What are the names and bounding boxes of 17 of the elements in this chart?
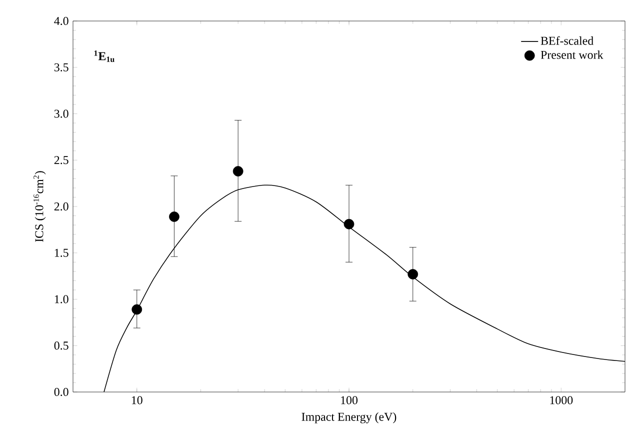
x-axis-title: Impact Energy (eV) <box>302 412 396 424</box>
x-tick-label: 10 <box>132 396 142 404</box>
legend-label: Present work <box>540 50 604 59</box>
y-tick-label: 2.0 <box>54 202 68 211</box>
y-tick-label: 0.0 <box>54 388 68 396</box>
y-tick-label: 3.0 <box>54 110 68 118</box>
y-tick-label: 1.5 <box>54 248 68 257</box>
y-tick-label: 1.0 <box>54 295 68 304</box>
y-axis-title: ICS (10$^{-16}$cm$^{2}$) <box>34 171 46 242</box>
legend-label: BEf-scaled <box>540 36 594 45</box>
y-tick-label: 2.5 <box>54 156 68 164</box>
y-tick-label: 4.0 <box>54 16 68 26</box>
x-tick-label: 1000 <box>550 396 573 404</box>
y-tick-label: 3.5 <box>54 63 68 72</box>
x-tick-label: 100 <box>341 396 358 404</box>
y-tick-label: 0.5 <box>54 342 68 350</box>
annotation: $^{1}$E$_{1u}$ <box>94 50 114 62</box>
